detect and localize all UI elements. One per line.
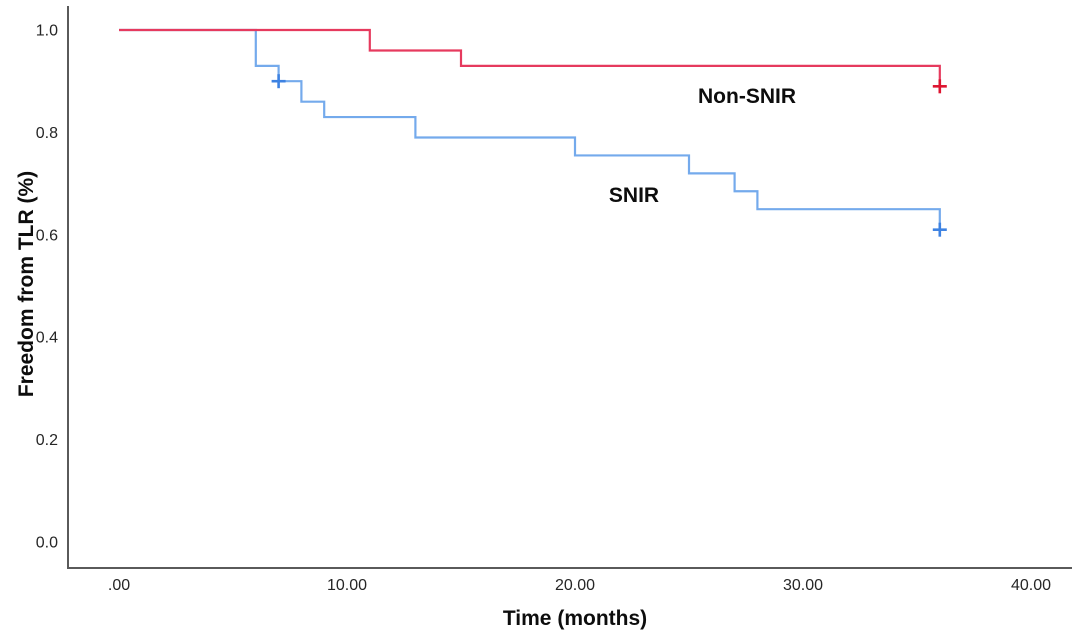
x-tick-label: 30.00 [783,577,823,594]
survival-curve-snir [119,28,941,230]
x-tick-label: 20.00 [555,577,595,594]
series-label-non-snir: Non-SNIR [698,85,796,108]
y-tick-label: 0.6 [36,227,58,244]
x-axis-title: Time (months) [502,607,648,630]
y-axis-title: Freedom from TLR (%) [15,170,38,398]
x-tick-label: 10.00 [327,577,367,594]
y-tick-label: 0.8 [36,125,58,142]
y-tick-label: 1.0 [36,23,58,40]
y-tick-label: 0.0 [36,535,58,552]
x-tick-label: 40.00 [1011,577,1051,594]
x-tick-label: .00 [108,577,130,594]
series-label-snir: SNIR [608,184,660,207]
y-tick-label: 0.2 [36,432,58,449]
survival-curve-non-snir [119,28,941,87]
y-tick-label: 0.4 [36,330,58,347]
